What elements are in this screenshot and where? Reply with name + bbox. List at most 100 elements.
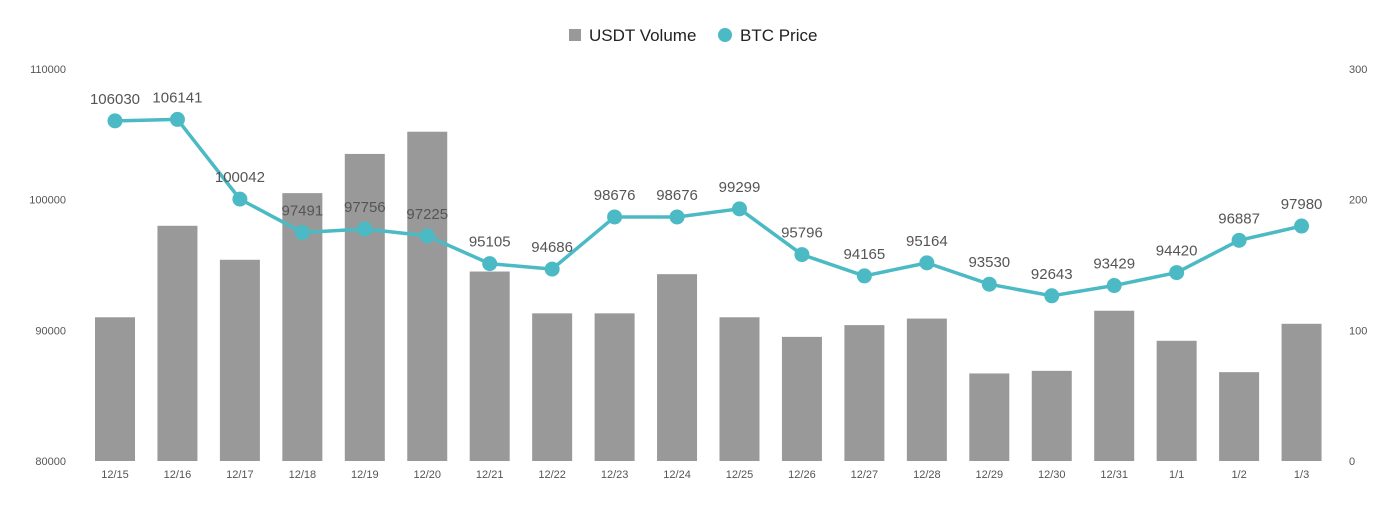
btc-price-label-15: 92643 — [1031, 266, 1073, 283]
x-axis-tick-7: 12/22 — [538, 469, 566, 481]
btc-price-label-19: 97980 — [1281, 196, 1323, 213]
legend-label-usdt-volume: USDT Volume — [589, 26, 696, 45]
btc-price-label-3: 97491 — [281, 202, 323, 219]
x-axis-tick-5: 12/20 — [413, 469, 441, 481]
usdt-volume-bar-15 — [1031, 370, 1072, 461]
btc-price-label-18: 96887 — [1218, 210, 1260, 227]
x-axis: 12/15 12/16 12/17 12/18 12/19 12/20 12/21 12/22… — [101, 469, 1309, 481]
x-axis-tick-3: 12/18 — [289, 469, 317, 481]
btc-price-label-9: 98676 — [656, 187, 698, 204]
btc-price-point-13 — [919, 255, 935, 271]
x-axis-tick-4: 12/19 — [351, 469, 379, 481]
btc-price-point-1 — [169, 111, 185, 127]
x-axis-tick-18: 1/2 — [1231, 469, 1246, 481]
btc-price-point-4 — [357, 221, 373, 237]
x-axis-tick-10: 12/25 — [726, 469, 754, 481]
usdt-volume-bar-12 — [844, 325, 885, 461]
usdt-volume-bar-8 — [594, 313, 635, 461]
btc-price-point-2 — [232, 191, 248, 207]
btc-price-line — [113, 117, 1304, 298]
x-axis-tick-15: 12/30 — [1038, 469, 1066, 481]
x-axis-tick-6: 12/21 — [476, 469, 504, 481]
btc-price-label-4: 97756 — [344, 199, 386, 216]
btc-price-point-11 — [794, 247, 810, 263]
right-axis-tick-2: 200 — [1349, 195, 1367, 207]
legend-label-btc-price: BTC Price — [740, 26, 817, 45]
left-y-axis: 80000 90000 100000 110000 — [29, 64, 66, 468]
usdt-volume-bar-13 — [906, 318, 947, 461]
usdt-volume-bar-14 — [969, 373, 1010, 461]
x-axis-tick-1: 12/16 — [164, 469, 192, 481]
usdt-volume-bar-0 — [95, 317, 135, 461]
x-axis-tick-2: 12/17 — [226, 469, 254, 481]
x-axis-tick-19: 1/3 — [1294, 469, 1309, 481]
x-axis-tick-13: 12/28 — [913, 469, 941, 481]
btc-price-label-16: 93429 — [1093, 256, 1135, 273]
btc-price-point-17 — [1169, 265, 1185, 281]
btc-price-label-2: 100042 — [215, 169, 265, 186]
btc-price-point-7 — [544, 261, 560, 277]
btc-price-point-10 — [732, 201, 747, 217]
btc-price-label-8: 98676 — [594, 187, 636, 204]
legend-swatch-usdt-volume — [569, 29, 581, 41]
btc-price-point-19 — [1294, 218, 1310, 234]
right-y-axis: 0 100 200 300 — [1349, 64, 1367, 468]
usdt-volume-bar-2 — [219, 259, 260, 461]
usdt-volume-bar-5 — [407, 131, 448, 461]
usdt-volume-bars — [95, 131, 1322, 461]
usdt-volume-bar-4 — [344, 153, 385, 461]
btc-price-label-14: 93530 — [968, 254, 1010, 271]
x-axis-tick-17: 1/1 — [1169, 469, 1184, 481]
usdt-volume-bar-18 — [1219, 372, 1260, 461]
left-axis-tick-0: 80000 — [35, 456, 66, 468]
btc-price-point-14 — [981, 276, 997, 292]
usdt-volume-bar-9 — [657, 274, 698, 461]
usdt-volume-bar-1 — [157, 225, 198, 461]
btc-price-label-17: 94420 — [1156, 243, 1198, 260]
btc-price-label-1: 106141 — [152, 89, 202, 106]
btc-price-label-0: 106030 — [90, 91, 140, 108]
x-axis-tick-16: 12/31 — [1100, 469, 1128, 481]
usdt-volume-bar-11 — [781, 336, 822, 461]
legend: USDT Volume BTC Price — [569, 26, 817, 45]
legend-swatch-btc-price — [718, 28, 732, 42]
btc-price-label-6: 95105 — [469, 234, 511, 251]
btc-price-point-0 — [107, 113, 123, 129]
btc-price-points — [107, 111, 1310, 304]
right-axis-tick-0: 0 — [1349, 456, 1355, 468]
btc-price-labels: 106030 106141 100042 97491 97756 97225 95105 94… — [90, 89, 1322, 282]
left-axis-tick-2: 100000 — [29, 195, 66, 207]
btc-price-point-3 — [294, 224, 310, 240]
btc-price-label-13: 95164 — [906, 233, 948, 250]
btc-price-point-9 — [669, 209, 685, 225]
x-axis-tick-9: 12/24 — [663, 469, 691, 481]
usdt-volume-bar-16 — [1094, 310, 1135, 461]
left-axis-tick-3: 110000 — [30, 64, 66, 76]
btc-price-point-8 — [607, 209, 623, 225]
btc-price-point-12 — [856, 268, 872, 284]
btc-price-point-6 — [482, 256, 498, 272]
x-axis-tick-11: 12/26 — [788, 469, 816, 481]
left-axis-tick-1: 90000 — [35, 325, 66, 337]
btc-price-label-5: 97225 — [406, 206, 448, 223]
usdt-volume-bar-10 — [719, 317, 760, 461]
right-axis-tick-3: 300 — [1349, 64, 1367, 76]
x-axis-tick-0: 12/15 — [101, 469, 129, 481]
x-axis-tick-8: 12/23 — [601, 469, 629, 481]
btc-price-label-11: 95796 — [781, 225, 823, 242]
usdt-volume-bar-7 — [532, 313, 573, 461]
btc-price-label-7: 94686 — [531, 239, 573, 256]
btc-price-label-10: 99299 — [719, 179, 761, 196]
btc-price-polyline — [113, 117, 1304, 298]
usdt-volume-bar-19 — [1281, 323, 1322, 461]
btc-price-point-18 — [1231, 232, 1247, 248]
x-axis-tick-14: 12/29 — [976, 469, 1004, 481]
x-axis-tick-12: 12/27 — [851, 469, 879, 481]
btc-price-label-12: 94165 — [844, 246, 886, 263]
btc-price-point-15 — [1044, 288, 1060, 304]
usdt-volume-bar-6 — [469, 271, 510, 461]
right-axis-tick-1: 100 — [1349, 325, 1367, 337]
btc-price-point-5 — [419, 228, 435, 244]
usdt-volume-bar-17 — [1156, 340, 1197, 461]
